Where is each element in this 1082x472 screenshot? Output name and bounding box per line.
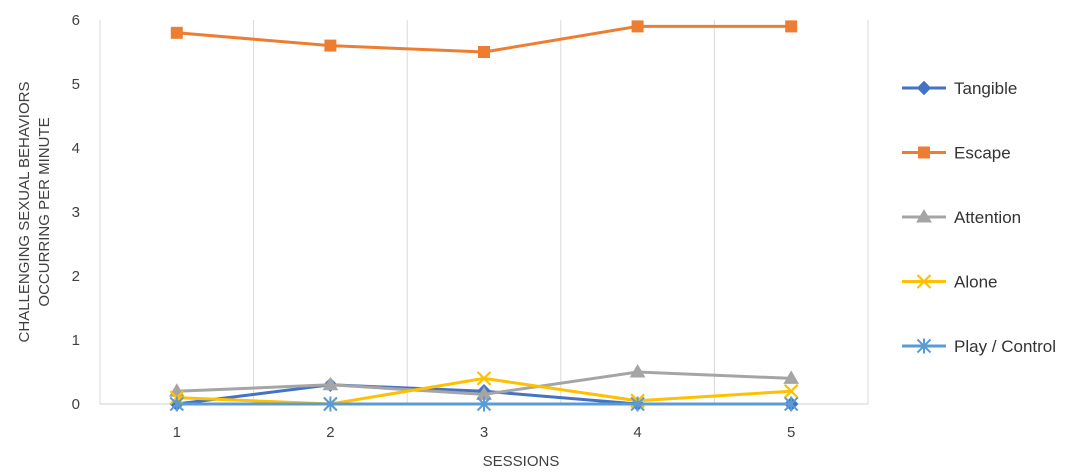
legend-label-escape: Escape (954, 144, 1011, 163)
legend-label-attention: Attention (954, 208, 1021, 227)
legend-entry-tangible: Tangible (902, 79, 1017, 98)
legend: Tangible Escape Attention Alone Play / Contr… (902, 79, 1056, 356)
data-point-play-control (169, 396, 185, 412)
data-point-attention (629, 364, 646, 378)
legend-label-tangible: Tangible (954, 79, 1017, 98)
series-play-control (169, 396, 799, 412)
data-point-attention (322, 376, 339, 391)
data-point-escape (631, 20, 644, 33)
series-escape (170, 20, 798, 58)
data-point-escape (478, 46, 490, 58)
y-axis-title-line-2: OCCURRING PER MINUTE (36, 117, 53, 306)
x-tick-label: 2 (326, 424, 334, 441)
data-point-escape (324, 39, 337, 52)
data-point-attention (783, 370, 800, 384)
data-point-play-control (323, 396, 338, 412)
legend-label-play-control: Play / Control (954, 337, 1056, 356)
data-point-alone (783, 383, 799, 399)
legend-marker-escape (918, 146, 930, 159)
y-tick-label: 4 (72, 140, 80, 157)
y-axis-tick-labels: 0 1 2 3 4 5 6 (72, 12, 80, 413)
y-tick-label: 3 (72, 204, 80, 221)
data-point-play-control (630, 396, 645, 412)
data-point-play-control (783, 396, 799, 412)
y-tick-label: 5 (72, 76, 80, 93)
legend-marker-alone (916, 274, 932, 289)
x-tick-label: 5 (787, 424, 795, 441)
y-tick-label: 6 (72, 12, 80, 29)
legend-entry-play-control: Play / Control (902, 337, 1056, 356)
legend-entry-attention: Attention (902, 208, 1021, 227)
y-axis-title-line-1: CHALLENGING SEXUAL BEHAVIORS (16, 82, 33, 343)
x-tick-label: 3 (480, 424, 488, 441)
legend-marker-attention (916, 209, 932, 223)
data-point-play-control (476, 396, 492, 412)
legend-marker-tangible (916, 80, 932, 96)
y-tick-label: 1 (72, 332, 80, 349)
x-tick-label: 1 (173, 424, 181, 441)
x-axis-tick-labels: 1 2 3 4 5 (173, 424, 796, 441)
legend-label-alone: Alone (954, 273, 997, 292)
data-point-alone (476, 371, 492, 386)
y-tick-label: 0 (72, 396, 80, 413)
x-axis-title: SESSIONS (483, 453, 560, 470)
legend-entry-alone: Alone (902, 273, 997, 292)
y-tick-label: 2 (72, 268, 80, 285)
data-point-escape (170, 26, 183, 39)
legend-marker-play-control (916, 338, 932, 354)
data-point-escape (785, 20, 798, 33)
series-layer (168, 20, 800, 412)
x-tick-label: 4 (633, 424, 641, 441)
legend-entry-escape: Escape (902, 144, 1011, 163)
gridlines (99, 20, 869, 404)
